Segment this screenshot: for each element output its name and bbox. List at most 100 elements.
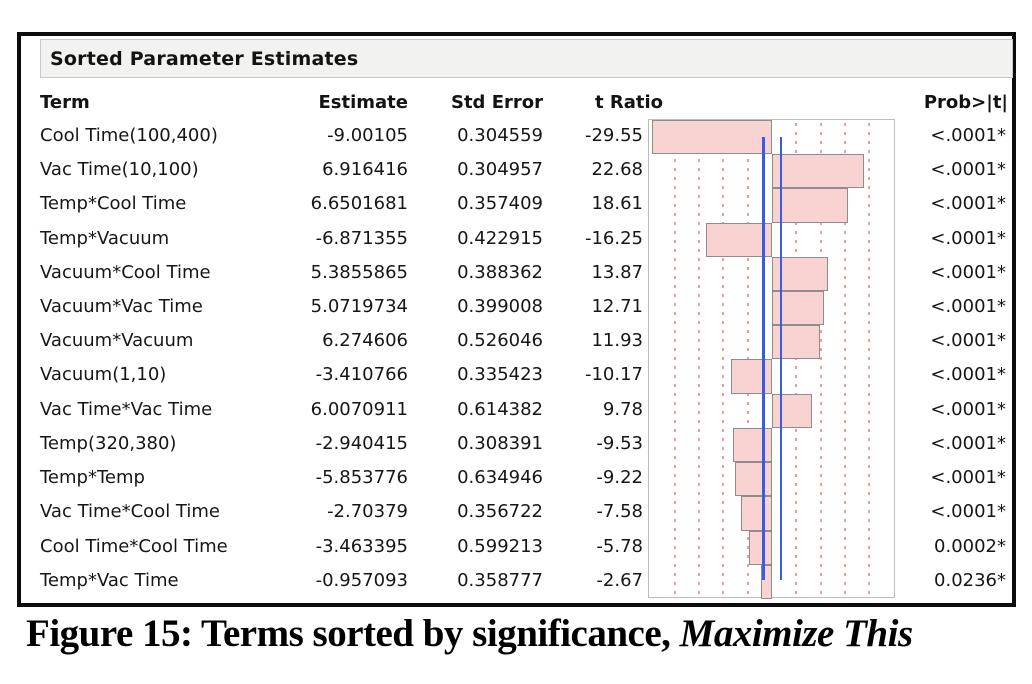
section-title-bar[interactable]: Sorted Parameter Estimates bbox=[40, 39, 1013, 78]
sorted-parameter-estimates-panel: Sorted Parameter Estimates Term Estimate… bbox=[17, 32, 1016, 607]
cell-se: 0.304559 bbox=[457, 125, 543, 146]
dotted-gridline bbox=[697, 123, 700, 594]
table-row: Temp*Cool Time 6.6501681 0.357409 18.61 <.00… bbox=[21, 187, 1012, 222]
cell-prob: <.0001* bbox=[930, 330, 1006, 352]
cell-tr: -5.78 bbox=[596, 535, 643, 557]
cell-se: 0.634946 bbox=[457, 467, 543, 489]
cell-tr: 11.93 bbox=[591, 330, 643, 352]
cell-term: Cool Time(100,400) bbox=[40, 125, 218, 146]
dotted-gridline bbox=[673, 123, 676, 594]
cell-prob: <.0001* bbox=[930, 501, 1006, 523]
cell-est: -3.410766 bbox=[315, 364, 408, 386]
cell-est: 6.0070911 bbox=[310, 398, 408, 420]
cell-prob: <.0001* bbox=[930, 296, 1006, 318]
dotted-gridline bbox=[746, 123, 749, 594]
column-header-prob: Prob>|t| bbox=[923, 92, 1008, 113]
cell-term: Vac Time*Cool Time bbox=[40, 501, 220, 523]
column-header-estimate: Estimate bbox=[318, 92, 409, 113]
cell-se: 0.422915 bbox=[457, 227, 543, 249]
cell-se: 0.614382 bbox=[457, 398, 543, 420]
cell-est: -6.871355 bbox=[315, 227, 408, 249]
dotted-gridline bbox=[722, 123, 725, 594]
cell-tr: -7.58 bbox=[596, 501, 643, 523]
cell-se: 0.356722 bbox=[457, 501, 543, 523]
column-header-term: Term bbox=[40, 92, 90, 113]
cell-term: Vacuum(1,10) bbox=[40, 364, 167, 386]
dotted-gridline bbox=[844, 123, 847, 594]
table-header-row: Term Estimate Std Error t Ratio Prob>|t| bbox=[21, 92, 1012, 122]
t-ratio-bar bbox=[741, 496, 772, 531]
figure-caption-italic-text: Maximize This bbox=[679, 612, 913, 655]
cell-tr: 18.61 bbox=[591, 193, 643, 215]
table-row: Vacuum*Vac Time 5.0719734 0.399008 12.71 <.0… bbox=[21, 290, 1012, 325]
figure-caption-text: Figure 15: Terms sorted by significance, bbox=[26, 612, 680, 655]
cell-est: -9.00105 bbox=[327, 125, 408, 146]
cell-term: Vacuum*Cool Time bbox=[40, 261, 211, 283]
table-row: Temp*Vac Time -0.957093 0.358777 -2.67 0.023… bbox=[21, 564, 1012, 599]
dotted-gridline bbox=[819, 123, 822, 594]
cell-prob: <.0001* bbox=[930, 432, 1006, 454]
t-ratio-bar bbox=[748, 530, 772, 565]
t-ratio-bar bbox=[706, 222, 772, 257]
cell-se: 0.335423 bbox=[457, 364, 543, 386]
dotted-gridline bbox=[868, 123, 871, 594]
cell-est: -3.463395 bbox=[315, 535, 408, 557]
cell-est: -5.853776 bbox=[315, 467, 408, 489]
cell-est: -2.70379 bbox=[327, 501, 408, 523]
cell-prob: <.0001* bbox=[930, 261, 1006, 283]
table-row: Temp*Vacuum -6.871355 0.422915 -16.25 <.0001… bbox=[21, 222, 1012, 257]
cell-est: -2.940415 bbox=[315, 432, 408, 454]
cell-prob: <.0001* bbox=[930, 398, 1006, 420]
table-row: Vacuum*Cool Time 5.3855865 0.388362 13.87 <.… bbox=[21, 256, 1012, 291]
cell-term: Temp*Vacuum bbox=[40, 227, 170, 249]
t-ratio-bar bbox=[772, 154, 865, 189]
cell-term: Vac Time(10,100) bbox=[40, 159, 199, 181]
table-row: Temp*Temp -5.853776 0.634946 -9.22 <.0001* bbox=[21, 461, 1012, 496]
cell-prob: <.0001* bbox=[930, 467, 1006, 489]
table-row: Temp(320,380) -2.940415 0.308391 -9.53 <.000… bbox=[21, 427, 1012, 462]
cell-term: Vacuum*Vacuum bbox=[40, 330, 194, 352]
cell-term: Vac Time*Vac Time bbox=[40, 398, 213, 420]
table-row: Vacuum*Vacuum 6.274606 0.526046 11.93 <.0001… bbox=[21, 324, 1012, 359]
cell-se: 0.526046 bbox=[457, 330, 543, 352]
cell-prob: <.0001* bbox=[930, 193, 1006, 215]
cell-term: Temp*Cool Time bbox=[40, 193, 187, 215]
t-ratio-bar bbox=[772, 188, 848, 223]
table-row: Cool Time(100,400) -9.00105 0.304559 -29.55… bbox=[21, 119, 1012, 154]
cell-est: 6.6501681 bbox=[310, 193, 408, 215]
section-title: Sorted Parameter Estimates bbox=[50, 47, 359, 70]
cell-term: Temp*Vac Time bbox=[40, 569, 179, 591]
cell-se: 0.357409 bbox=[457, 193, 543, 215]
cell-term: Cool Time*Cool Time bbox=[40, 535, 228, 557]
cell-est: 5.0719734 bbox=[310, 296, 408, 318]
cell-est: 5.3855865 bbox=[310, 261, 408, 283]
cell-prob: <.0001* bbox=[930, 125, 1006, 146]
t-ratio-bar bbox=[772, 393, 812, 428]
t-ratio-bar bbox=[730, 359, 772, 394]
cell-tr: 22.68 bbox=[591, 159, 643, 181]
cell-se: 0.308391 bbox=[457, 432, 543, 454]
t-ratio-bar bbox=[761, 564, 772, 599]
table-row: Vac Time*Cool Time -2.70379 0.356722 -7.58 <… bbox=[21, 495, 1012, 530]
column-header-std-error: Std Error bbox=[450, 92, 543, 113]
significance-reference-line bbox=[779, 137, 783, 580]
cell-se: 0.388362 bbox=[457, 261, 543, 283]
column-header-t-ratio: t Ratio bbox=[594, 92, 663, 113]
cell-prob: <.0001* bbox=[930, 364, 1006, 386]
cell-tr: -9.22 bbox=[596, 467, 643, 489]
t-ratio-bar-chart bbox=[648, 119, 895, 599]
table-row: Cool Time*Cool Time -3.463395 0.599213 -5.7… bbox=[21, 530, 1012, 565]
cell-tr: 9.78 bbox=[602, 398, 643, 420]
cell-term: Vacuum*Vac Time bbox=[40, 296, 203, 318]
table-row: Vac Time*Vac Time 6.0070911 0.614382 9.78 <.… bbox=[21, 393, 1012, 428]
cell-term: Temp*Temp bbox=[40, 467, 145, 489]
cell-prob: <.0001* bbox=[930, 227, 1006, 249]
cell-est: 6.916416 bbox=[322, 159, 408, 181]
cell-tr: -29.55 bbox=[584, 125, 643, 146]
cell-prob: 0.0002* bbox=[934, 535, 1006, 557]
cell-est: -0.957093 bbox=[315, 569, 408, 591]
cell-tr: -10.17 bbox=[584, 364, 643, 386]
t-ratio-bar bbox=[734, 462, 772, 497]
t-ratio-bar bbox=[652, 120, 772, 155]
